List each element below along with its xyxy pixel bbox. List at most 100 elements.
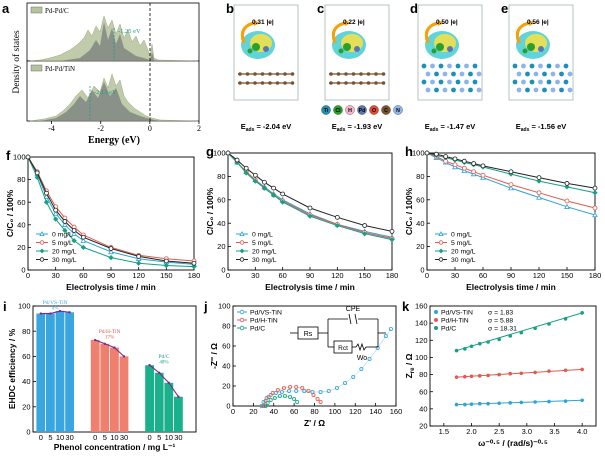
data-point <box>452 156 458 162</box>
nitrogen-atom <box>538 79 543 85</box>
data-point <box>39 248 45 254</box>
data-point <box>136 260 142 266</box>
y-tick-label: 40 <box>22 377 30 386</box>
legend-entry: Pd/VS-TiN <box>250 309 282 316</box>
legend-entry: 20 mg/L <box>52 248 77 255</box>
data-point <box>519 330 524 335</box>
carbon-atom <box>336 81 341 85</box>
data-point <box>243 165 249 171</box>
adsorption-energy: Eads = -1.47 eV <box>425 122 476 133</box>
carbon-atom <box>329 72 333 76</box>
dos-top-annotation: -1.25 eV <box>118 28 141 35</box>
data-point <box>71 237 77 244</box>
panel-f: f 0 30 60 90 120 150 180 0 20 40 60 80 100 Electrolysi… <box>5 148 200 292</box>
y-tick-label: 40 <box>222 362 230 371</box>
series-20mgL <box>25 154 197 270</box>
data-point <box>564 184 570 190</box>
nitrogen-atom <box>430 63 435 69</box>
data-point <box>438 231 444 236</box>
dos-bottom-annotation: -2.13 eV <box>94 89 117 96</box>
dos-bottom-legend: Pd-Pd/TiN <box>45 65 75 73</box>
data-point <box>136 254 142 259</box>
adsorption-energy: Eads = -2.04 eV <box>241 122 292 133</box>
data-point <box>471 161 477 166</box>
dos-top-pd-fill <box>60 22 160 61</box>
data-point <box>34 170 40 176</box>
cpe-plate <box>348 313 352 325</box>
x-tick-label: 180 <box>386 271 399 280</box>
legend-entry: 5 mg/L <box>52 240 73 247</box>
nitrogen-atom <box>442 71 448 77</box>
y-tick-label: 40 <box>17 220 25 229</box>
legend-sigma: σ = 18.31 <box>488 325 517 332</box>
trend-line <box>40 310 70 315</box>
data-point <box>469 374 474 379</box>
nitrogen-atom <box>516 87 522 93</box>
series-30mgL <box>25 154 197 266</box>
x-tick-label: 5 <box>48 433 52 442</box>
bar <box>110 347 119 432</box>
rct-label: Rct <box>338 345 348 352</box>
data-point <box>471 169 477 175</box>
nitrogen-atom <box>447 79 452 85</box>
x-tick-label: 0 <box>425 271 429 280</box>
data-point <box>52 210 59 216</box>
dos-bottom-legend-swatch <box>30 64 43 72</box>
titanium-atom <box>546 63 552 69</box>
charge-transfer-value: 0.31 |e| <box>252 19 274 26</box>
legend-entry: 20 mg/L <box>252 248 277 255</box>
data-point <box>108 246 114 251</box>
y-axis-title: Zre / Ω <box>404 353 416 378</box>
titanium-atom <box>421 79 427 85</box>
data-point <box>454 375 459 379</box>
nitrogen-atom <box>521 79 526 85</box>
data-point <box>486 401 490 406</box>
y-axis-title: C/C₀ / 100% <box>205 187 215 235</box>
structure-c: c 0.22 |e| Eads = -1.93 eV <box>317 1 390 133</box>
panel-h: h 0 30 60 90 120 150 180 0 20 40 60 80 100 Electrolysi… <box>404 144 601 292</box>
x-tick-label: 30 <box>451 271 459 280</box>
y-tick-label: 0 <box>226 402 230 411</box>
charge-transfer-value: 0.22 |e| <box>343 19 365 26</box>
data-point <box>592 190 598 196</box>
carbon-atom <box>268 72 272 76</box>
nitrogen-atom <box>476 87 482 93</box>
titanium-atom <box>472 63 478 69</box>
data-point <box>191 260 197 266</box>
data-point <box>315 396 320 401</box>
bar <box>55 311 65 432</box>
dos-top-legend: Pd-Pd/C <box>45 7 69 15</box>
nitrogen-atom <box>567 87 573 93</box>
x-tick-label: 30 <box>51 271 59 280</box>
charge-transfer-arrow-head <box>254 20 260 26</box>
data-point <box>307 213 313 219</box>
data-point <box>80 244 86 251</box>
series-30mgL <box>424 150 598 191</box>
fit-line <box>456 312 583 352</box>
x-tick-label: 3.0 <box>522 427 532 436</box>
nitrogen-atom <box>447 63 452 69</box>
panel-label-h: h <box>405 144 413 159</box>
data-point <box>62 227 68 234</box>
adsorption-energy: Eads = -1.93 eV <box>332 122 383 133</box>
data-point <box>270 192 277 198</box>
data-point <box>261 185 268 191</box>
element-label: Cl <box>335 108 341 114</box>
y-tick-label: 140 <box>415 319 428 328</box>
structure-d: d 0.50 |e| Eads = -1.47 eV <box>410 1 483 133</box>
data-point <box>265 400 270 405</box>
x-tick-label: 60 <box>278 271 286 280</box>
x-tick-label: 120 <box>132 271 145 280</box>
bar <box>164 382 174 432</box>
bar <box>119 356 129 432</box>
dos-x-ticks: -4 -2 0 2 <box>48 121 201 133</box>
x-tick-label: 120 <box>331 271 344 280</box>
data-point <box>334 214 340 220</box>
panel-label-b: b <box>226 1 234 16</box>
legend-marker <box>239 317 245 323</box>
warburg-label: Wo <box>357 355 367 362</box>
bar <box>90 340 100 432</box>
data-point <box>108 254 114 261</box>
data-point <box>592 185 598 191</box>
carbon-atom <box>366 81 371 85</box>
